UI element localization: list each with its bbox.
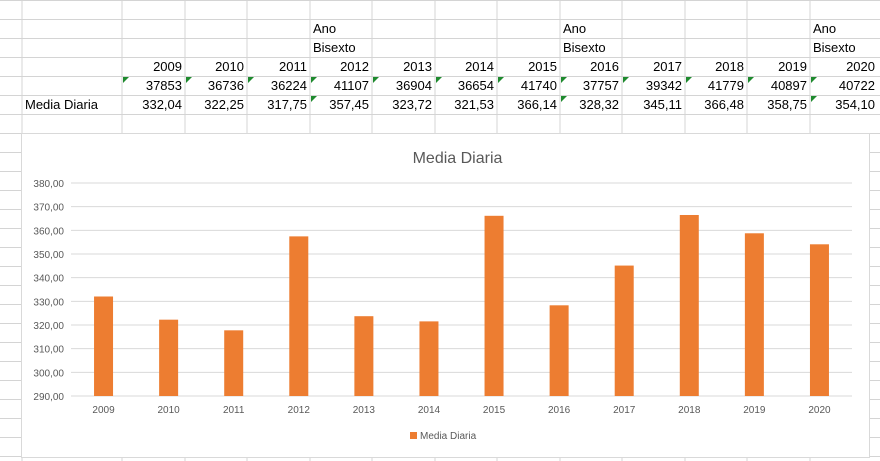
year-header-cell[interactable]: 2019 — [778, 59, 807, 74]
media-diaria-cell[interactable]: 366,48 — [704, 97, 744, 112]
x-tick-label: 2015 — [483, 405, 506, 416]
bar-2016[interactable] — [549, 305, 569, 396]
y-tick-label: 350,00 — [33, 250, 64, 261]
error-indicator-icon — [373, 77, 379, 83]
year-header-cell[interactable]: 2011 — [279, 59, 307, 74]
error-indicator-icon — [311, 96, 317, 102]
total-value-cell[interactable]: 36736 — [207, 78, 244, 93]
x-tick-label: 2012 — [288, 405, 311, 416]
media-diaria-cell[interactable]: 332,04 — [142, 97, 182, 112]
error-indicator-icon — [186, 77, 192, 83]
total-value-cell[interactable]: 36904 — [395, 78, 432, 93]
total-value-cell[interactable]: 36654 — [457, 78, 494, 93]
total-value-cell[interactable]: 41740 — [520, 78, 557, 93]
leap-year-label-ano[interactable]: Ano — [563, 21, 587, 36]
x-tick-label: 2016 — [548, 405, 571, 416]
y-tick-label: 300,00 — [33, 368, 64, 379]
total-value-cell[interactable]: 36224 — [270, 78, 307, 93]
total-value-cell[interactable]: 41779 — [707, 78, 744, 93]
leap-year-label-bisexto[interactable]: Bisexto — [563, 40, 606, 55]
y-tick-label: 320,00 — [33, 321, 64, 332]
legend-label: Media Diaria — [420, 431, 477, 442]
bar-2020[interactable] — [809, 244, 829, 396]
x-tick-label: 2018 — [678, 405, 701, 416]
bar-2009[interactable] — [94, 296, 114, 396]
media-diaria-cell[interactable]: 317,75 — [267, 97, 307, 112]
year-header-cell[interactable]: 2020 — [846, 59, 875, 74]
media-diaria-cell[interactable]: 366,14 — [517, 97, 557, 112]
bar-2013[interactable] — [354, 316, 374, 396]
x-tick-label: 2010 — [158, 405, 181, 416]
bar-2017[interactable] — [614, 265, 634, 396]
total-value-cell[interactable]: 40722 — [838, 78, 875, 93]
bar-2018[interactable] — [679, 214, 699, 396]
x-tick-label: 2017 — [613, 405, 636, 416]
media-diaria-cell[interactable]: 322,25 — [204, 97, 244, 112]
y-tick-label: 340,00 — [33, 274, 64, 285]
bar-2015[interactable] — [484, 215, 504, 396]
year-header-cell[interactable]: 2018 — [715, 59, 744, 74]
media-diaria-cell[interactable]: 354,10 — [835, 97, 875, 112]
error-indicator-icon — [623, 77, 629, 83]
bar-2014[interactable] — [419, 321, 439, 396]
bar-2019[interactable] — [744, 233, 764, 396]
total-value-cell[interactable]: 37757 — [582, 78, 619, 93]
year-header-cell[interactable]: 2015 — [528, 59, 557, 74]
bar-2012[interactable] — [289, 236, 309, 396]
total-value-cell[interactable]: 41107 — [333, 78, 369, 93]
error-indicator-icon — [561, 77, 567, 83]
x-tick-label: 2014 — [418, 405, 441, 416]
media-diaria-cell[interactable]: 357,45 — [329, 97, 369, 112]
x-tick-label: 2020 — [808, 405, 831, 416]
media-diaria-cell[interactable]: 358,75 — [767, 97, 807, 112]
error-indicator-icon — [686, 77, 692, 83]
error-indicator-icon — [748, 77, 754, 83]
bar-2010[interactable] — [159, 319, 179, 396]
error-indicator-icon — [498, 77, 504, 83]
total-value-cell[interactable]: 39342 — [645, 78, 682, 93]
x-tick-label: 2019 — [743, 405, 766, 416]
y-tick-label: 380,00 — [33, 179, 64, 190]
error-indicator-icon — [436, 77, 442, 83]
leap-year-label-ano[interactable]: Ano — [813, 21, 837, 36]
media-diaria-cell[interactable]: 323,72 — [392, 97, 432, 112]
x-tick-label: 2009 — [92, 405, 115, 416]
media-diaria-row-label[interactable]: Media Diaria — [25, 97, 98, 112]
leap-year-label-ano[interactable]: Ano — [313, 21, 337, 36]
y-tick-label: 370,00 — [33, 203, 64, 214]
y-tick-label: 290,00 — [33, 392, 64, 403]
year-header-cell[interactable]: 2014 — [465, 59, 494, 74]
year-header-cell[interactable]: 2013 — [403, 59, 432, 74]
total-value-cell[interactable]: 40897 — [770, 78, 807, 93]
y-tick-label: 360,00 — [33, 226, 64, 237]
year-header-cell[interactable]: 2017 — [653, 59, 682, 74]
legend-swatch — [410, 432, 417, 439]
y-tick-label: 310,00 — [33, 345, 64, 356]
chart-area[interactable]: Media Diaria 290,00 300,00 310,00 320,00 330,… — [21, 133, 870, 458]
bar-2011[interactable] — [224, 330, 244, 396]
error-indicator-icon — [811, 77, 817, 83]
media-diaria-cell[interactable]: 328,32 — [579, 97, 619, 112]
year-header-cell[interactable]: 2010 — [215, 59, 244, 74]
x-tick-label: 2011 — [223, 405, 245, 416]
error-indicator-icon — [811, 96, 817, 102]
bar-chart: Media Diaria 290,00 300,00 310,00 320,00 330,… — [33, 150, 852, 442]
y-tick-label: 330,00 — [33, 297, 64, 308]
media-diaria-cell[interactable]: 321,53 — [454, 97, 494, 112]
error-indicator-icon — [311, 77, 317, 83]
media-diaria-cell[interactable]: 345,11 — [643, 97, 682, 112]
error-indicator-icon — [561, 96, 567, 102]
error-indicator-icon — [123, 77, 129, 83]
chart-title: Media Diaria — [413, 150, 503, 167]
leap-year-label-bisexto[interactable]: Bisexto — [313, 40, 356, 55]
x-tick-label: 2013 — [353, 405, 376, 416]
total-value-cell[interactable]: 37853 — [145, 78, 182, 93]
year-header-cell[interactable]: 2016 — [590, 59, 619, 74]
year-header-cell[interactable]: 2012 — [340, 59, 369, 74]
error-indicator-icon — [248, 77, 254, 83]
year-header-cell[interactable]: 2009 — [153, 59, 182, 74]
leap-year-label-bisexto[interactable]: Bisexto — [813, 40, 856, 55]
